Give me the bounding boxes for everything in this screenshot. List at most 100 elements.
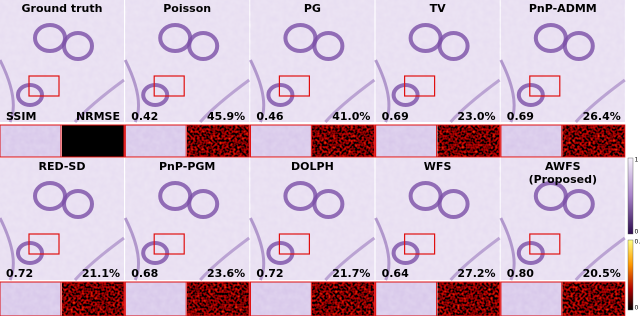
crop-border bbox=[500, 281, 626, 316]
ssim-value: 0.42 bbox=[131, 110, 158, 123]
gland bbox=[437, 31, 470, 61]
image-texture bbox=[500, 0, 625, 122]
tissue-fold bbox=[499, 217, 516, 281]
panel-title: DOLPH bbox=[291, 160, 334, 173]
gland bbox=[62, 31, 94, 61]
panel-title: PG bbox=[304, 2, 321, 15]
crop-zoom-texture bbox=[501, 283, 561, 315]
tissue-fold bbox=[324, 236, 376, 281]
roi-box bbox=[404, 233, 436, 255]
panel-title: Poisson bbox=[163, 2, 211, 15]
panel: AWFS (Proposed) 0.80 20.5% bbox=[499, 158, 626, 316]
panel: PG 0.46 41.0% bbox=[249, 0, 376, 158]
panel-title: WFS bbox=[424, 160, 452, 173]
colorbar-max: 1 bbox=[635, 157, 639, 164]
nrmse-value: 21.1% bbox=[82, 267, 120, 280]
roi-box bbox=[529, 233, 561, 255]
tissue-fold bbox=[73, 236, 125, 281]
panel-title: RED-SD bbox=[39, 160, 86, 173]
error-map-noise bbox=[437, 125, 500, 157]
nrmse-value: 27.2% bbox=[457, 267, 495, 280]
tissue-fold bbox=[123, 59, 141, 123]
panel: PnP-ADMM 0.69 26.4% bbox=[499, 0, 626, 158]
gland bbox=[391, 241, 420, 265]
error-map-noise bbox=[187, 282, 250, 316]
crop-border bbox=[124, 281, 250, 316]
crop-zoom-texture bbox=[501, 126, 561, 156]
roi-box bbox=[28, 233, 60, 255]
error-map-noise bbox=[187, 125, 250, 157]
ssim-value: 0.69 bbox=[507, 110, 534, 123]
panel-title: TV bbox=[430, 2, 447, 15]
ssim-value: 0.72 bbox=[256, 267, 283, 280]
nrmse-value: 23.6% bbox=[207, 267, 245, 280]
crop-zoom-texture bbox=[1, 283, 60, 315]
gland bbox=[187, 189, 220, 219]
gland bbox=[312, 31, 345, 61]
gland bbox=[141, 83, 170, 107]
panel-title: AWFS (Proposed) bbox=[529, 160, 597, 186]
tissue-fold bbox=[449, 236, 501, 281]
gland bbox=[516, 83, 545, 107]
ssim-value: 0.80 bbox=[507, 267, 534, 280]
tissue-fold bbox=[574, 236, 626, 281]
gland bbox=[266, 83, 295, 107]
image-texture bbox=[250, 158, 375, 280]
crop-border bbox=[375, 124, 501, 158]
crop-zoom-texture bbox=[251, 283, 311, 315]
image-texture bbox=[250, 0, 375, 122]
gland bbox=[562, 189, 595, 219]
panel: Ground truth SSIM NRMSE bbox=[0, 0, 125, 158]
tissue-fold bbox=[199, 78, 251, 123]
ssim-label: SSIM bbox=[6, 110, 36, 123]
tissue-fold bbox=[123, 217, 141, 281]
ssim-value: 0.68 bbox=[131, 267, 158, 280]
tissue-fold bbox=[199, 236, 251, 281]
tissue-fold bbox=[0, 217, 15, 281]
nrmse-value: 21.7% bbox=[332, 267, 370, 280]
crop-border bbox=[500, 124, 626, 158]
roi-box bbox=[28, 75, 60, 97]
error-map bbox=[62, 125, 124, 157]
tissue-fold bbox=[324, 78, 376, 123]
nrmse-value: 23.0% bbox=[457, 110, 495, 123]
tissue-fold bbox=[449, 78, 501, 123]
ssim-value: 0.46 bbox=[256, 110, 283, 123]
error-map-noise bbox=[562, 282, 625, 316]
error-map-noise bbox=[312, 282, 375, 316]
roi-box bbox=[529, 75, 561, 97]
image-texture bbox=[125, 0, 250, 122]
gland bbox=[516, 241, 545, 265]
gland bbox=[562, 31, 595, 61]
nrmse-value: 45.9% bbox=[207, 110, 245, 123]
panel: WFS 0.64 27.2% bbox=[374, 158, 501, 316]
ssim-value: 0.64 bbox=[382, 267, 409, 280]
image-texture bbox=[375, 158, 500, 280]
panel-title: PnP-PGM bbox=[159, 160, 215, 173]
nrmse-value: 26.4% bbox=[583, 110, 621, 123]
panel: DOLPH 0.72 21.7% bbox=[249, 158, 376, 316]
roi-box bbox=[153, 75, 185, 97]
colorbar-min: 0 bbox=[635, 229, 639, 236]
tissue-fold bbox=[374, 59, 391, 123]
error-map-noise bbox=[562, 125, 625, 157]
crop-border bbox=[0, 124, 125, 158]
panel-title: Ground truth bbox=[22, 2, 103, 15]
gland bbox=[141, 241, 170, 265]
tissue-fold bbox=[249, 217, 266, 281]
panel: PnP-PGM 0.68 23.6% bbox=[123, 158, 251, 316]
crop-zoom-texture bbox=[251, 126, 311, 156]
roi-box bbox=[404, 75, 436, 97]
gland bbox=[62, 189, 94, 219]
crop-border bbox=[249, 281, 375, 316]
tissue-fold bbox=[574, 78, 626, 123]
gland bbox=[437, 189, 470, 219]
gland bbox=[312, 189, 345, 219]
image-texture bbox=[0, 158, 124, 280]
image-texture bbox=[0, 0, 124, 122]
colorbar-min: 0 bbox=[635, 305, 639, 312]
ssim-value: 0.69 bbox=[382, 110, 409, 123]
gland bbox=[16, 83, 44, 107]
nrmse-value: 20.5% bbox=[583, 267, 621, 280]
ssim-value: 0.72 bbox=[6, 267, 33, 280]
